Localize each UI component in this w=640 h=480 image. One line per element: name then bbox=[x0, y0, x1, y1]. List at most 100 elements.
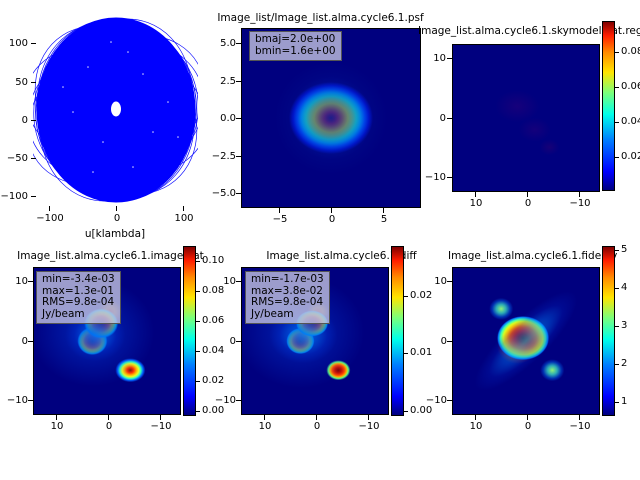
psf-xtick-0: −5 bbox=[272, 214, 288, 225]
uv-xaxis-label: u[klambda] bbox=[84, 228, 146, 240]
skymodel-ytick-0: 10 bbox=[433, 53, 446, 64]
diff-stat-rms: RMS=9.8e-04 bbox=[251, 296, 324, 308]
diff-stat-min: min=-1.7e-03 bbox=[251, 273, 324, 285]
uv-ytickmark-3 bbox=[31, 158, 36, 159]
fidelity-axes bbox=[452, 267, 600, 415]
skymodel-axes bbox=[452, 44, 600, 192]
uv-ytick-3: −50 bbox=[6, 153, 28, 164]
uv-scatter-svg bbox=[33, 17, 198, 203]
fidelity-xtickmark-1 bbox=[527, 415, 528, 420]
uv-ytick-4: −100 bbox=[0, 191, 28, 202]
diff-cbar-label-2: 0.00 bbox=[410, 405, 433, 416]
psf-xtick-2: 5 bbox=[380, 214, 388, 225]
skymodel-xtick-0: 10 bbox=[469, 198, 483, 209]
diff-xtickmark-1 bbox=[316, 415, 317, 420]
fidelity-cbar-label-2: 3 bbox=[621, 320, 628, 331]
uv-ytick-2: 0 bbox=[21, 115, 28, 126]
uv-ytickmark-2 bbox=[31, 120, 36, 121]
image-flat-cbar-label-1: 0.08 bbox=[202, 285, 225, 296]
uv-xtickmark-1 bbox=[116, 206, 117, 211]
diff-xtickmark-2 bbox=[368, 415, 369, 420]
image-flat-xtickmark-1 bbox=[108, 415, 109, 420]
fidelity-ytick-2: −10 bbox=[425, 395, 447, 406]
skymodel-ytickmark-2 bbox=[447, 177, 452, 178]
skymodel-xtickmark-2 bbox=[579, 192, 580, 197]
fidelity-ytickmark-1 bbox=[447, 341, 452, 342]
skymodel-colorbar[interactable] bbox=[602, 21, 615, 191]
image-flat-cbar-tickmark-2 bbox=[196, 321, 200, 322]
psf-ytickmark-4 bbox=[236, 193, 241, 194]
skymodel-xtick-2: −10 bbox=[569, 198, 591, 209]
fidelity-cbar-label-4: 1 bbox=[621, 396, 628, 407]
fidelity-ytickmark-2 bbox=[447, 400, 452, 401]
image-flat-xtick-1: 0 bbox=[105, 421, 113, 432]
diff-title: Image_list.alma.cycle6.1.diff bbox=[266, 250, 417, 262]
uv-axes bbox=[33, 12, 198, 208]
image-flat-colorbar[interactable] bbox=[183, 246, 196, 416]
psf-xtickmark-0 bbox=[279, 208, 280, 213]
diff-stat-max: max=3.8e-02 bbox=[251, 284, 323, 297]
image-flat-xtick-0: 10 bbox=[50, 421, 64, 432]
psf-beam-infobox: bmaj=2.0e+00 bmin=1.6e+00 bbox=[249, 31, 342, 61]
skymodel-cbar-tickmark-0 bbox=[615, 52, 619, 53]
skymodel-image bbox=[453, 45, 599, 191]
uv-ytick-1: 50 bbox=[15, 77, 28, 88]
uv-xtickmark-0 bbox=[49, 206, 50, 211]
diff-ytickmark-0 bbox=[236, 281, 241, 282]
diff-ytick-1: 0 bbox=[229, 336, 236, 347]
uv-ytickmark-0 bbox=[31, 43, 36, 44]
diff-cbar-tickmark-1 bbox=[404, 353, 408, 354]
psf-ytick-0: 5.0 bbox=[220, 38, 236, 49]
fidelity-xtick-0: 10 bbox=[469, 421, 483, 432]
image-flat-stat-rms: RMS=9.8e-04 bbox=[42, 296, 115, 308]
skymodel-cbar-label-2: 0.04 bbox=[621, 116, 640, 127]
uv-ytickmark-4 bbox=[31, 196, 36, 197]
diff-xtick-1: 0 bbox=[313, 421, 321, 432]
uv-xtickmark-2 bbox=[183, 206, 184, 211]
psf-ytickmark-3 bbox=[236, 156, 241, 157]
fidelity-xtickmark-2 bbox=[579, 415, 580, 420]
fidelity-cbar-label-3: 2 bbox=[621, 358, 628, 369]
diff-ytick-2: −10 bbox=[214, 395, 236, 406]
skymodel-xtickmark-0 bbox=[475, 192, 476, 197]
fidelity-xtick-2: −10 bbox=[569, 421, 591, 432]
fidelity-cbar-tickmark-1 bbox=[615, 288, 619, 289]
image-flat-xtickmark-2 bbox=[160, 415, 161, 420]
diff-xtick-0: 10 bbox=[258, 421, 272, 432]
skymodel-cbar-label-1: 0.06 bbox=[621, 81, 640, 92]
psf-ytick-4: −5.0 bbox=[211, 188, 236, 199]
image-flat-ytickmark-0 bbox=[28, 281, 33, 282]
image-flat-xtick-2: −10 bbox=[150, 421, 172, 432]
fidelity-cbar-tickmark-0 bbox=[615, 250, 619, 251]
fidelity-cbar-tickmark-4 bbox=[615, 402, 619, 403]
skymodel-cbar-label-0: 0.08 bbox=[621, 46, 640, 57]
diff-xtick-2: −10 bbox=[358, 421, 380, 432]
psf-ytick-3: −2.5 bbox=[211, 151, 236, 162]
image-flat-ytick-1: 0 bbox=[21, 336, 28, 347]
image-flat-cbar-label-5: 0.00 bbox=[202, 405, 225, 416]
diff-stat-unit: Jy/beam bbox=[251, 307, 294, 320]
fidelity-cbar-label-1: 4 bbox=[621, 282, 628, 293]
image-flat-cbar-tickmark-1 bbox=[196, 291, 200, 292]
skymodel-ytickmark-0 bbox=[447, 58, 452, 59]
image-flat-stats-infobox: min=-3.4e-03 max=1.3e-01 RMS=9.8e-04 Jy/… bbox=[36, 271, 121, 324]
skymodel-ytickmark-1 bbox=[447, 118, 452, 119]
skymodel-cbar-tickmark-3 bbox=[615, 157, 619, 158]
skymodel-cbar-label-3: 0.02 bbox=[621, 151, 640, 162]
image-flat-cbar-tickmark-5 bbox=[196, 411, 200, 412]
psf-ytick-1: 2.5 bbox=[220, 76, 236, 87]
image-flat-ytick-2: −10 bbox=[6, 395, 28, 406]
uv-xtick-0: −100 bbox=[36, 213, 64, 224]
fidelity-colorbar[interactable] bbox=[602, 246, 615, 416]
fidelity-ytick-0: 10 bbox=[434, 276, 447, 287]
skymodel-title: Image_list.alma.cycle6.1.skymodel.flat.r… bbox=[418, 25, 640, 37]
diff-colorbar[interactable] bbox=[391, 246, 404, 416]
psf-ytickmark-0 bbox=[236, 43, 241, 44]
psf-title: Image_list/Image_list.alma.cycle6.1.psf bbox=[217, 12, 424, 24]
psf-xtick-1: 0 bbox=[328, 214, 336, 225]
skymodel-xtick-1: 0 bbox=[524, 198, 532, 209]
skymodel-cbar-tickmark-2 bbox=[615, 122, 619, 123]
psf-ytickmark-2 bbox=[236, 118, 241, 119]
uv-xtick-1: 0 bbox=[113, 213, 121, 224]
